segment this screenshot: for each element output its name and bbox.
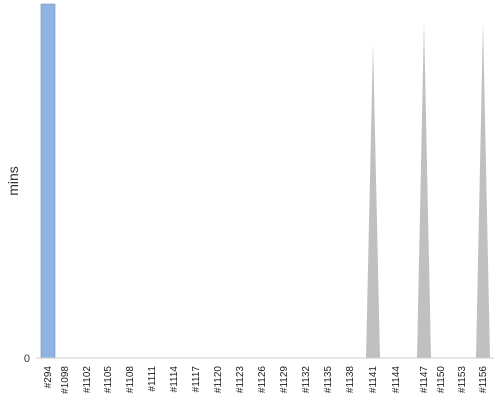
- x-tick-label: #1105: [103, 366, 114, 394]
- area-peak: [366, 42, 380, 358]
- x-tick-label: #1108: [125, 366, 136, 394]
- x-tick-label: #1117: [191, 366, 202, 393]
- x-tick-label: #1098: [60, 366, 71, 394]
- x-tick-label: #1153: [457, 366, 468, 394]
- x-tick-label: #1132: [301, 366, 312, 394]
- y-axis-label: mins: [5, 166, 21, 196]
- bar: [40, 3, 56, 359]
- area-peak: [476, 21, 490, 358]
- y-tick-label: 0: [24, 353, 30, 365]
- x-tick-label: #294: [43, 366, 54, 389]
- x-tick-label: #1141: [368, 366, 379, 394]
- x-tick-label: #1144: [391, 366, 402, 394]
- x-tick-labels: #294 #1098 #1102 #1105 #1108 #1111 #1114 #1117 #…: [43, 366, 489, 394]
- x-tick-label: #1120: [213, 366, 224, 394]
- x-tick-label: #1150: [436, 366, 447, 394]
- area-series: [366, 21, 490, 358]
- x-tick-label: #1111: [147, 366, 158, 392]
- x-tick-label: #1114: [169, 366, 180, 393]
- x-tick-label: #1135: [323, 366, 334, 394]
- x-tick-label: #1123: [235, 366, 246, 394]
- x-tick-label: #1129: [279, 366, 290, 394]
- x-tick-label: #1138: [345, 366, 356, 394]
- area-peak: [417, 21, 431, 358]
- x-tick-label: #1156: [478, 366, 489, 394]
- bar-series: [40, 3, 56, 359]
- x-tick-label: #1147: [419, 366, 430, 394]
- x-tick-label: #1102: [82, 366, 93, 394]
- x-tick-label: #1126: [257, 366, 268, 394]
